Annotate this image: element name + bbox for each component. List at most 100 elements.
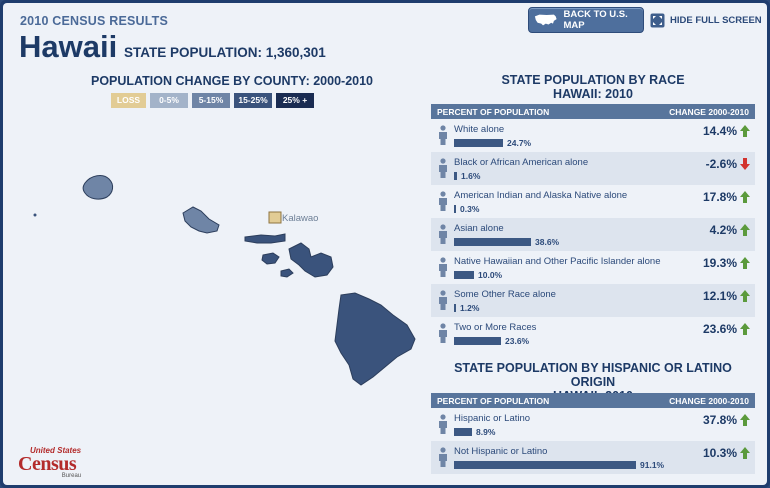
person-icon [439, 191, 447, 211]
person-icon [439, 224, 447, 244]
table-row: Some Other Race alone 1.2% 12.1% [431, 284, 755, 317]
logo-census: Census [18, 453, 77, 475]
person-icon [439, 323, 447, 343]
race-subtitle: HAWAII: 2010 [553, 87, 633, 101]
share-bar [454, 304, 456, 312]
census-panel: 2010 CENSUS RESULTS Hawaii STATE POPULAT… [3, 3, 767, 485]
arrow-down-icon [740, 158, 750, 170]
row-label: Asian alone [454, 223, 504, 234]
logo-united-states: United States [30, 446, 82, 455]
person-icon [439, 414, 447, 434]
back-to-us-map-button[interactable]: BACK TO U.S. MAP [528, 7, 644, 33]
kalawao-label: Kalawao [282, 213, 319, 224]
row-label: Some Other Race alone [454, 289, 556, 300]
county-maui[interactable] [288, 242, 334, 278]
table-row: Native Hawaiian and Other Pacific Island… [431, 251, 755, 284]
person-icon [439, 290, 447, 310]
arrow-up-icon [740, 414, 750, 426]
race-section-title: STATE POPULATION BY RACE HAWAII: 2010 [431, 73, 755, 101]
hispanic-col-percent: PERCENT OF POPULATION [437, 395, 550, 406]
row-label: Not Hispanic or Latino [454, 446, 548, 457]
census-results-title: 2010 CENSUS RESULTS [20, 14, 169, 28]
row-label: Two or More Races [454, 322, 537, 333]
hispanic-col-change: CHANGE 2000-2010 [669, 395, 749, 406]
race-table-header: PERCENT OF POPULATION CHANGE 2000-2010 [431, 104, 755, 119]
legend-0-5: 0-5% [150, 93, 188, 108]
arrow-up-icon [740, 447, 750, 459]
county-hawaii[interactable] [334, 292, 416, 386]
arrow-up-icon [740, 224, 750, 236]
race-col-percent: PERCENT OF POPULATION [437, 106, 550, 117]
county-oahu[interactable] [182, 206, 220, 234]
row-label: Black or African American alone [454, 157, 589, 168]
state-population: STATE POPULATION: 1,360,301 [124, 45, 326, 60]
share-bar [454, 205, 456, 213]
county-maui-lanai[interactable] [261, 252, 280, 265]
county-maui-kahoolawe[interactable] [280, 268, 294, 278]
person-icon [439, 447, 447, 467]
table-row: White alone 24.7% 14.4% [431, 119, 755, 152]
change-value: 10.3% [702, 446, 737, 460]
share-bar [454, 271, 474, 279]
race-title: STATE POPULATION BY RACE [501, 73, 685, 87]
state-name: Hawaii [19, 29, 118, 64]
change-value: 37.8% [702, 413, 737, 427]
table-row: Two or More Races 23.6% 23.6% [431, 317, 755, 350]
share-percent: 38.6% [535, 237, 560, 247]
legend-25-plus: 25% + [276, 93, 314, 108]
change-value: -2.6% [705, 157, 737, 171]
back-button-label: BACK TO U.S. MAP [563, 9, 628, 31]
legend-loss: LOSS [111, 93, 146, 108]
row-label: American Indian and Alaska Native alone [454, 190, 628, 201]
share-percent: 8.9% [476, 427, 496, 437]
census-bureau-logo: United States Census Bureau [18, 446, 81, 479]
county-kauai[interactable] [82, 175, 114, 200]
share-percent: 23.6% [505, 336, 530, 346]
change-value: 4.2% [709, 223, 737, 237]
race-col-change: CHANGE 2000-2010 [669, 106, 749, 117]
change-value: 23.6% [702, 322, 737, 336]
share-bar [454, 428, 472, 436]
row-label: Native Hawaiian and Other Pacific Island… [454, 256, 661, 267]
person-icon [439, 257, 447, 277]
share-percent: 1.2% [460, 303, 480, 313]
hispanic-table-header: PERCENT OF POPULATION CHANGE 2000-2010 [431, 393, 755, 408]
table-row: Asian alone 38.6% 4.2% [431, 218, 755, 251]
arrow-up-icon [740, 290, 750, 302]
county-maui-molokai[interactable] [244, 233, 286, 244]
map-legend: LOSS 0-5% 5-15% 15-25% 25% + [111, 93, 314, 108]
legend-5-15: 5-15% [192, 93, 230, 108]
niihau-island [33, 213, 37, 217]
share-bar [454, 238, 531, 246]
row-label: Hispanic or Latino [454, 413, 531, 424]
hispanic-title: STATE POPULATION BY HISPANIC OR LATINO O… [454, 361, 732, 389]
arrow-up-icon [740, 257, 750, 269]
hawaii-county-map [33, 175, 416, 386]
share-percent: 91.1% [640, 460, 665, 470]
share-percent: 24.7% [507, 138, 532, 148]
arrow-up-icon [740, 191, 750, 203]
arrow-up-icon [740, 323, 750, 335]
share-percent: 1.6% [461, 171, 481, 181]
logo-bureau: Bureau [61, 473, 82, 479]
row-label: White alone [454, 124, 505, 135]
change-value: 17.8% [702, 190, 737, 204]
map-title: POPULATION CHANGE BY COUNTY: 2000-2010 [91, 74, 374, 88]
hide-full-screen-button[interactable]: HIDE FULL SCREEN [650, 10, 762, 30]
change-value: 14.4% [702, 124, 737, 138]
share-percent: 10.0% [478, 270, 503, 280]
share-bar [454, 461, 636, 469]
share-bar [454, 337, 501, 345]
table-row: Hispanic or Latino 8.9% 37.8% [431, 408, 755, 441]
change-value: 12.1% [702, 289, 737, 303]
share-percent: 0.3% [460, 204, 480, 214]
table-row: Not Hispanic or Latino 91.1% 10.3% [431, 441, 755, 474]
person-icon [439, 125, 447, 145]
arrow-up-icon [740, 125, 750, 137]
change-value: 19.3% [702, 256, 737, 270]
hide-full-screen-label: HIDE FULL SCREEN [670, 14, 762, 26]
legend-15-25: 15-25% [234, 93, 272, 108]
table-row: American Indian and Alaska Native alone 0… [431, 185, 755, 218]
share-bar [454, 139, 503, 147]
county-kalawao[interactable] [268, 211, 282, 224]
